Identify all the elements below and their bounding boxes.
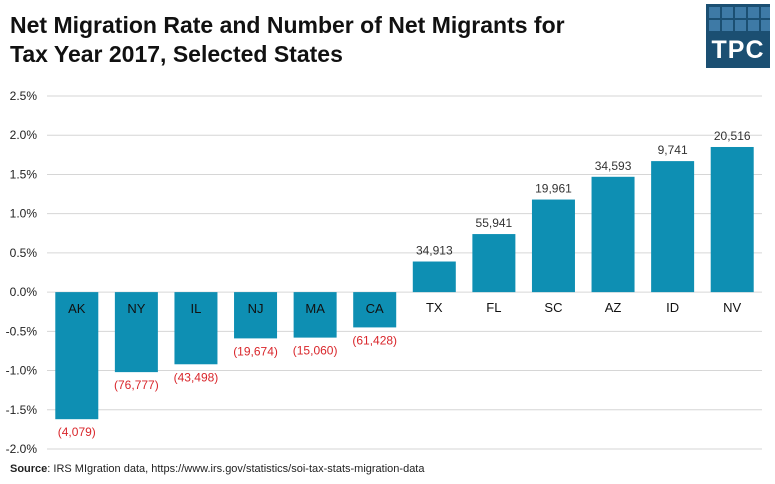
y-tick-label: -0.5% xyxy=(6,324,38,338)
y-tick-label: 0.0% xyxy=(10,285,38,299)
bar xyxy=(234,292,278,339)
data-label: 34,593 xyxy=(595,159,632,173)
y-tick-label: -2.0% xyxy=(6,442,38,456)
bar xyxy=(651,161,695,293)
chart-title-line-2: Tax Year 2017, Selected States xyxy=(10,41,343,67)
category-label: MA xyxy=(305,301,325,316)
data-label: (76,777) xyxy=(114,378,159,392)
data-label: 9,741 xyxy=(658,143,688,157)
y-tick-label: 1.5% xyxy=(10,167,38,181)
category-label: AZ xyxy=(605,300,622,315)
category-label: NJ xyxy=(248,301,264,316)
data-label: (19,674) xyxy=(233,344,278,358)
category-label: TX xyxy=(426,300,443,315)
data-label: 20,516 xyxy=(714,129,751,143)
logo-text: TPC xyxy=(711,36,765,64)
category-label: NY xyxy=(127,301,145,316)
y-tick-label: -1.0% xyxy=(6,364,38,378)
y-tick-label: -1.5% xyxy=(6,403,38,417)
data-label: (43,498) xyxy=(174,370,219,384)
tpc-logo: TPC xyxy=(706,4,770,68)
y-tick-label: 0.5% xyxy=(10,246,38,260)
bar xyxy=(114,292,158,373)
data-label: 34,913 xyxy=(416,244,453,258)
bar xyxy=(293,292,337,338)
bar xyxy=(531,199,575,293)
y-tick-label: 2.0% xyxy=(10,128,38,142)
source-text: : IRS MIgration data, https://www.irs.go… xyxy=(47,463,425,475)
bar xyxy=(591,176,635,293)
data-label: 55,941 xyxy=(476,216,513,230)
data-label: 19,961 xyxy=(535,182,572,196)
bar xyxy=(353,292,397,328)
logo-grid-icon xyxy=(709,7,770,31)
category-label: FL xyxy=(486,300,501,315)
bar xyxy=(55,292,99,420)
data-label: (61,428) xyxy=(352,333,397,347)
y-tick-label: 1.0% xyxy=(10,207,38,221)
data-label: (4,079) xyxy=(58,425,96,439)
category-label: ID xyxy=(666,300,679,315)
source-label: Source xyxy=(10,463,48,475)
bar xyxy=(412,261,456,293)
category-label: IL xyxy=(191,301,202,316)
bar xyxy=(472,234,516,293)
category-label: NV xyxy=(723,300,741,315)
source-note: Source: IRS MIgration data, https://www.… xyxy=(10,463,424,475)
chart-title-line-1: Net Migration Rate and Number of Net Mig… xyxy=(10,12,565,38)
chart-title: Net Migration Rate and Number of Net Mig… xyxy=(10,11,650,69)
bar xyxy=(174,292,218,365)
data-label: (15,060) xyxy=(293,344,338,358)
category-label: AK xyxy=(68,301,86,316)
category-label: SC xyxy=(544,300,562,315)
category-label: CA xyxy=(366,301,384,316)
bar xyxy=(710,146,754,293)
y-tick-label: 2.5% xyxy=(10,89,38,103)
